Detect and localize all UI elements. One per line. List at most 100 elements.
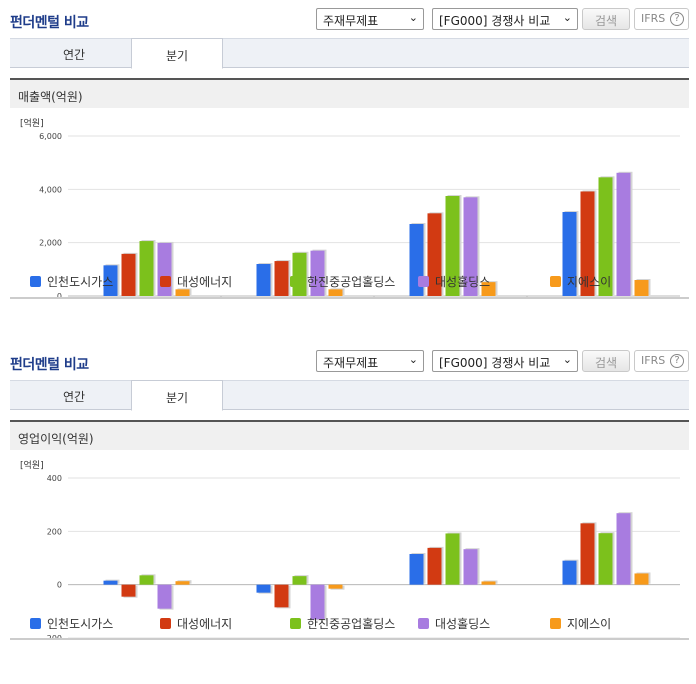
chevron-down-icon: ⌄ bbox=[408, 353, 418, 366]
bar bbox=[310, 584, 325, 620]
legend-swatch bbox=[550, 618, 561, 629]
compare-select[interactable]: [FG000] 경쟁사 비교 ⌄ bbox=[432, 350, 578, 372]
legend-item[interactable]: 지에스이 bbox=[550, 615, 611, 632]
search-button[interactable]: 검색 bbox=[582, 350, 630, 372]
statement-select[interactable]: 주재무제표 ⌄ bbox=[316, 8, 424, 30]
ifrs-button[interactable]: IFRS ? bbox=[634, 350, 689, 372]
legend-label: 대성홀딩스 bbox=[435, 275, 491, 289]
bar bbox=[463, 197, 478, 296]
legend-swatch bbox=[290, 276, 301, 287]
y-tick-label: 400 bbox=[47, 474, 62, 483]
legend-label: 한진중공업홀딩스 bbox=[307, 617, 396, 631]
period-tabs: 연간 분기 bbox=[10, 38, 689, 69]
legend-label: 인천도시가스 bbox=[47, 617, 114, 631]
tab-quarterly[interactable]: 분기 bbox=[131, 38, 223, 69]
bar bbox=[427, 547, 442, 585]
legend-label: 대성홀딩스 bbox=[435, 617, 491, 631]
y-tick-label: -200 bbox=[44, 634, 62, 640]
compare-select[interactable]: [FG000] 경쟁사 비교 ⌄ bbox=[432, 8, 578, 30]
bar bbox=[310, 250, 325, 296]
legend-item[interactable]: 인천도시가스 bbox=[30, 273, 113, 290]
bar bbox=[139, 241, 154, 296]
legend-item[interactable]: 대성에너지 bbox=[160, 615, 232, 632]
legend-swatch bbox=[418, 618, 429, 629]
bar bbox=[103, 265, 118, 296]
y-tick-label: 0 bbox=[57, 292, 62, 298]
legend-label: 인천도시가스 bbox=[47, 275, 114, 289]
bar bbox=[274, 261, 289, 296]
compare-select-value: [FG000] 경쟁사 비교 bbox=[439, 356, 551, 370]
statement-select-value: 주재무제표 bbox=[323, 14, 379, 28]
metric-label: 영업이익(억원) bbox=[10, 420, 689, 450]
legend-label: 대성에너지 bbox=[177, 275, 233, 289]
ifrs-button[interactable]: IFRS ? bbox=[634, 8, 689, 30]
chart-legend: 인천도시가스 대성에너지 한진중공업홀딩스 대성홀딩스 지에스이 bbox=[30, 273, 690, 293]
compare-select-value: [FG000] 경쟁사 비교 bbox=[439, 14, 551, 28]
bar bbox=[445, 196, 460, 296]
y-tick-label: 0 bbox=[57, 581, 62, 590]
legend-swatch bbox=[418, 276, 429, 287]
y-unit-label: [억원] bbox=[20, 117, 44, 129]
legend-item[interactable]: 한진중공업홀딩스 bbox=[290, 273, 395, 290]
ifrs-label: IFRS bbox=[641, 354, 666, 367]
help-icon[interactable]: ? bbox=[670, 354, 684, 368]
tab-annual[interactable]: 연간 bbox=[62, 390, 86, 404]
legend-swatch bbox=[160, 618, 171, 629]
bar bbox=[103, 580, 118, 585]
fundamental-section-operating-profit: 펀더멘털 비교 주재무제표 ⌄ [FG000] 경쟁사 비교 ⌄ 검색 IFRS… bbox=[0, 342, 696, 684]
bar bbox=[274, 584, 289, 608]
bar bbox=[427, 213, 442, 296]
fundamental-section-sales: 펀더멘털 비교 주재무제표 ⌄ [FG000] 경쟁사 비교 ⌄ 검색 IFRS… bbox=[0, 0, 696, 340]
bar bbox=[157, 584, 172, 609]
bar bbox=[121, 584, 136, 597]
bar bbox=[580, 523, 595, 585]
section-title: 펀더멘털 비교 bbox=[10, 15, 89, 31]
tab-annual[interactable]: 연간 bbox=[62, 48, 86, 62]
legend-swatch bbox=[30, 618, 41, 629]
bar bbox=[616, 513, 631, 585]
legend-item[interactable]: 한진중공업홀딩스 bbox=[290, 615, 395, 632]
bar bbox=[598, 177, 613, 296]
bar bbox=[175, 289, 190, 296]
bar bbox=[634, 573, 649, 585]
section-divider bbox=[10, 297, 689, 299]
bar bbox=[328, 584, 343, 589]
bar bbox=[580, 191, 595, 296]
help-icon[interactable]: ? bbox=[670, 12, 684, 26]
bar bbox=[256, 264, 271, 296]
y-tick-label: 2,000 bbox=[39, 239, 62, 248]
bar bbox=[445, 533, 460, 585]
bar bbox=[121, 253, 136, 296]
tab-quarterly[interactable]: 분기 bbox=[131, 380, 223, 411]
legend-swatch bbox=[550, 276, 561, 287]
chevron-down-icon: ⌄ bbox=[408, 11, 418, 24]
ifrs-label: IFRS bbox=[641, 12, 666, 25]
search-button[interactable]: 검색 bbox=[582, 8, 630, 30]
bar bbox=[634, 280, 649, 296]
bar bbox=[328, 289, 343, 296]
legend-label: 지에스이 bbox=[567, 617, 612, 631]
period-tabs: 연간 분기 bbox=[10, 380, 689, 411]
legend-item[interactable]: 인천도시가스 bbox=[30, 615, 113, 632]
legend-swatch bbox=[160, 276, 171, 287]
legend-item[interactable]: 대성에너지 bbox=[160, 273, 232, 290]
bar bbox=[463, 549, 478, 585]
y-tick-label: 6,000 bbox=[39, 132, 62, 141]
chevron-down-icon: ⌄ bbox=[562, 11, 572, 24]
bar bbox=[562, 212, 577, 296]
bar bbox=[598, 533, 613, 585]
bar bbox=[481, 581, 496, 585]
metric-label: 매출액(억원) bbox=[10, 78, 689, 108]
bar bbox=[481, 282, 496, 296]
legend-item[interactable]: 대성홀딩스 bbox=[418, 273, 490, 290]
bar bbox=[175, 581, 190, 585]
legend-label: 지에스이 bbox=[567, 275, 612, 289]
statement-select[interactable]: 주재무제표 ⌄ bbox=[316, 350, 424, 372]
bar bbox=[292, 576, 307, 585]
legend-item[interactable]: 대성홀딩스 bbox=[418, 615, 490, 632]
legend-swatch bbox=[290, 618, 301, 629]
bar bbox=[409, 554, 424, 585]
legend-label: 대성에너지 bbox=[177, 617, 233, 631]
legend-label: 한진중공업홀딩스 bbox=[307, 275, 396, 289]
legend-item[interactable]: 지에스이 bbox=[550, 273, 611, 290]
